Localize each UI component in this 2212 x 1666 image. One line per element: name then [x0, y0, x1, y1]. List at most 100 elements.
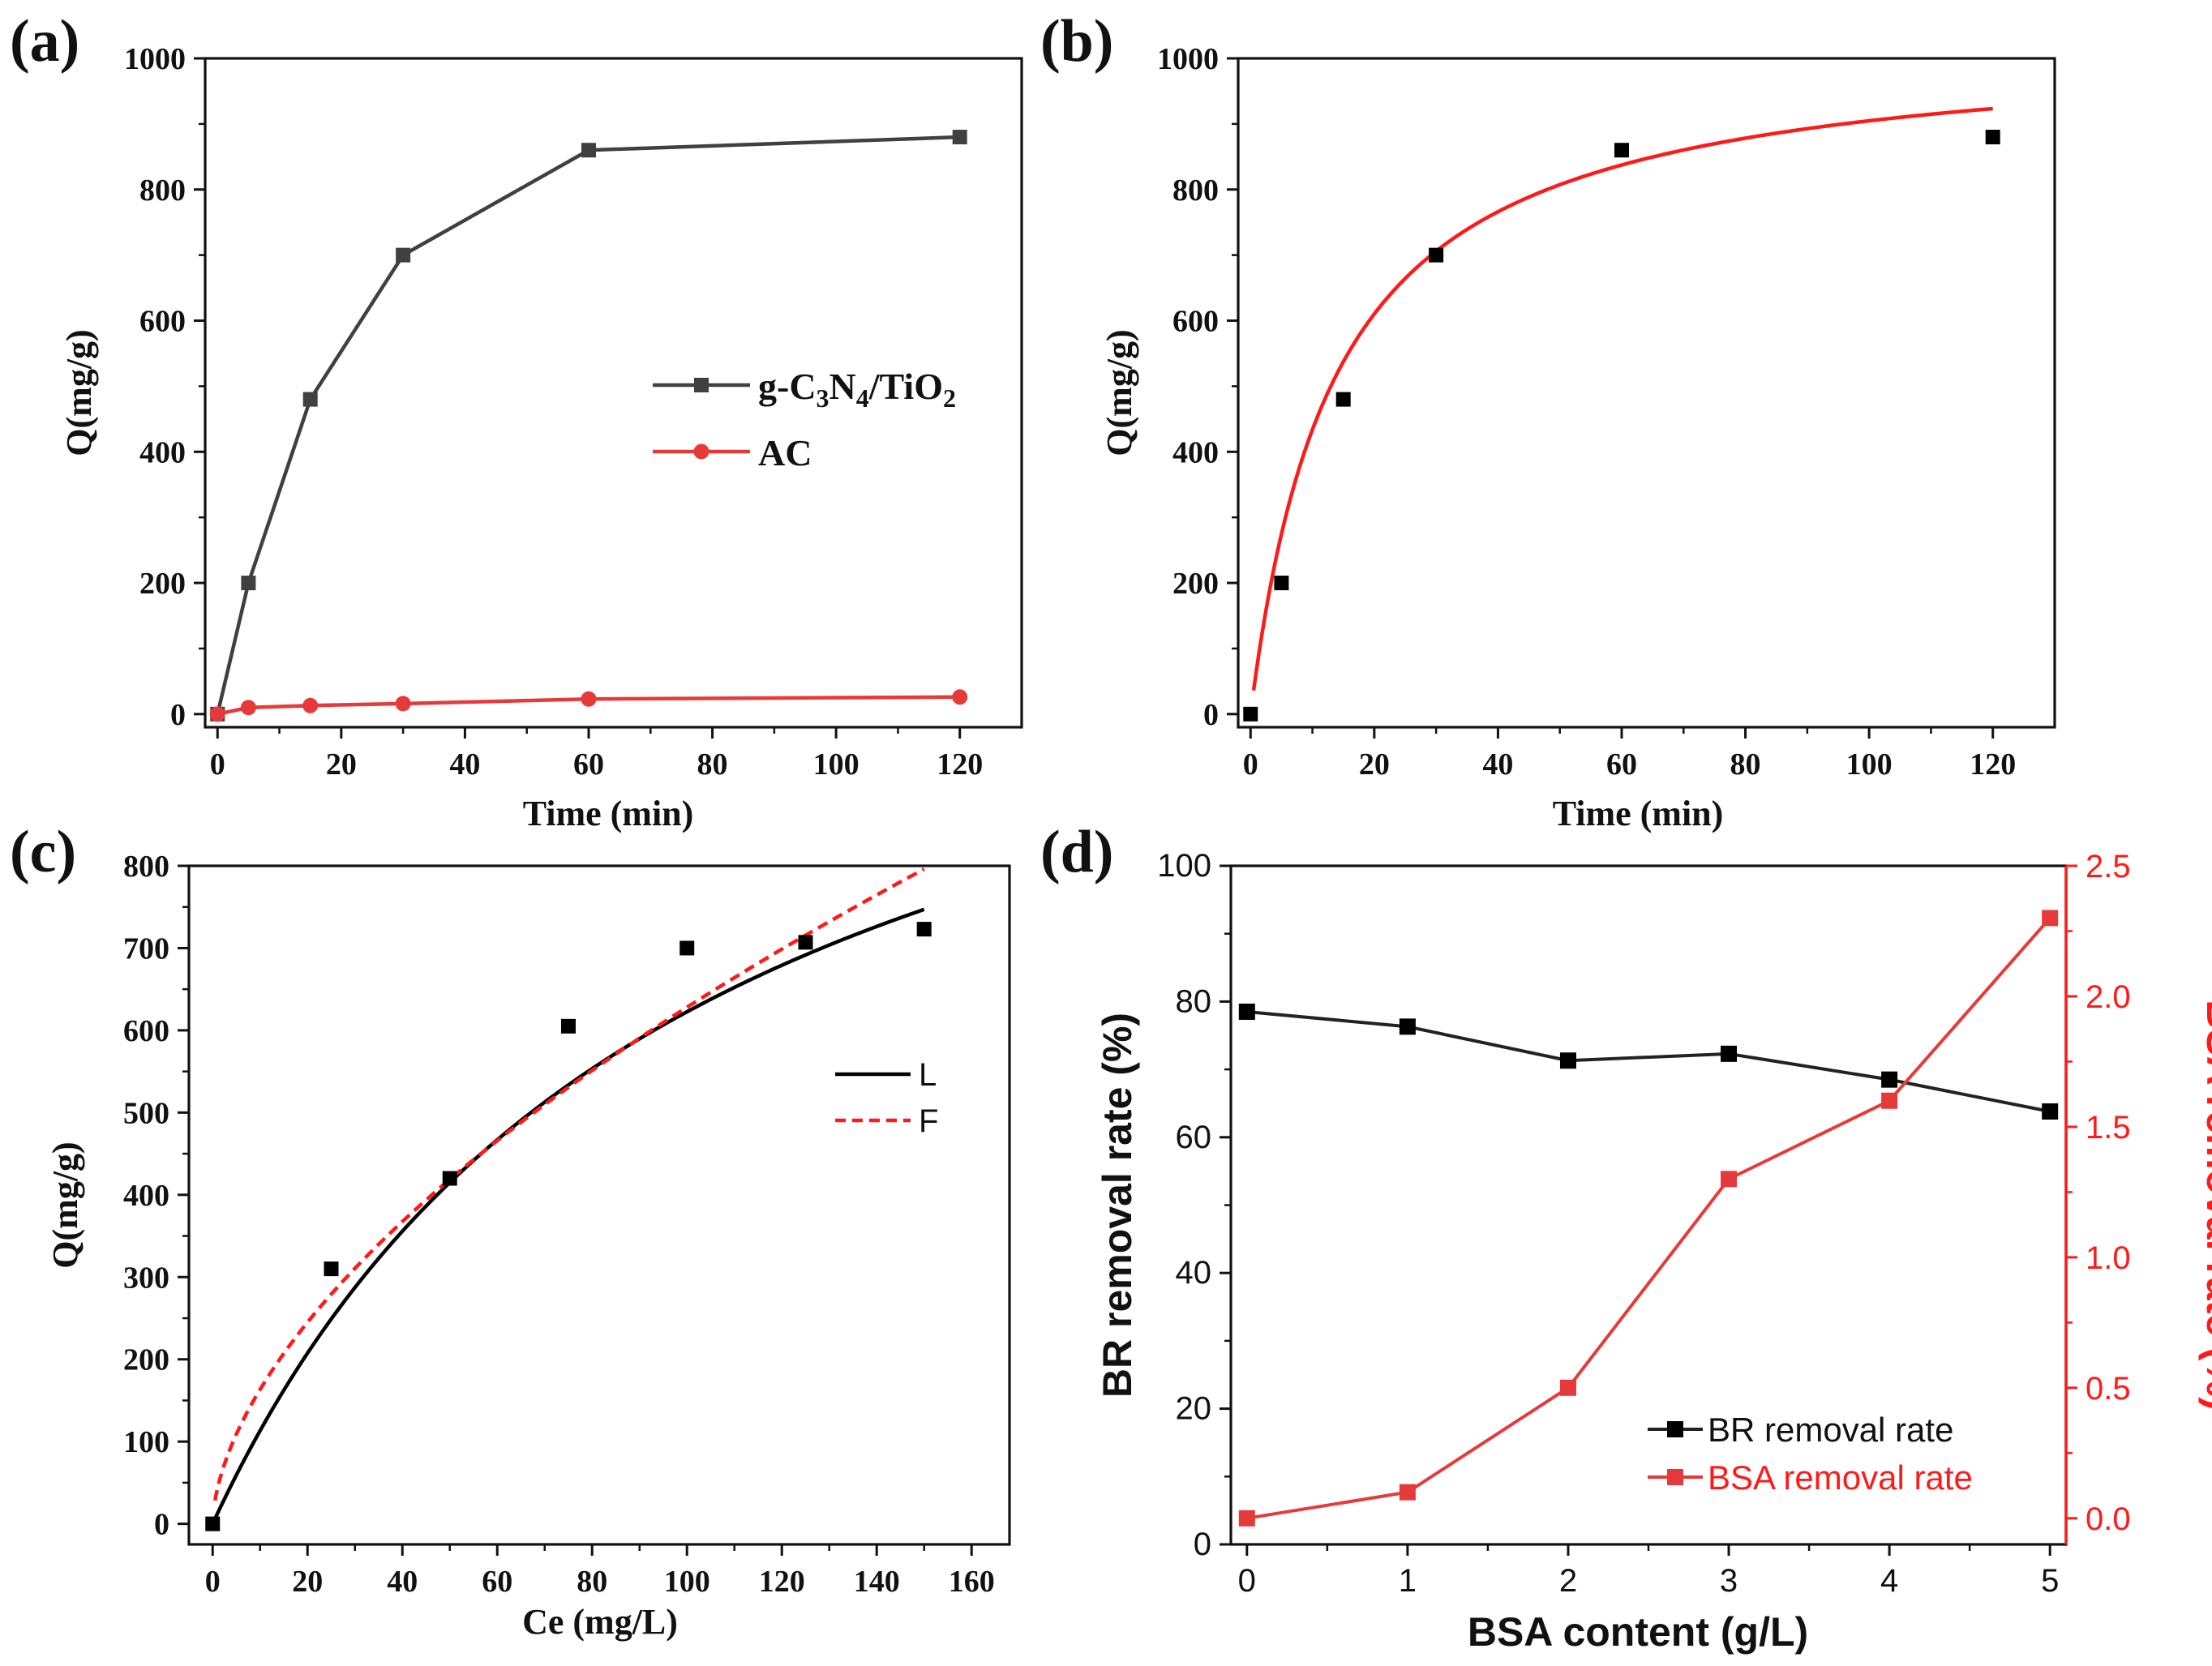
axes-b: 0 20 40 60 80 100 120 0 200 400 600 800 1000 — [1157, 42, 2056, 782]
axes-a: 0 20 40 60 80 100 120 0 200 400 600 800 1000 — [124, 42, 1023, 782]
series-line — [1246, 917, 2051, 1520]
y-right-tick-label: 1.5 — [2086, 1110, 2131, 1146]
x-tick-label: 40 — [449, 747, 480, 782]
y-tick-label: 500 — [123, 1096, 169, 1130]
data-point — [324, 1261, 339, 1277]
x-tick-label: 0 — [1238, 1563, 1256, 1599]
data-point — [581, 143, 596, 158]
series-g-c3n4-tio2 — [210, 130, 967, 722]
data-point — [1985, 130, 2000, 145]
legend-label: BR removal rate — [1708, 1411, 1953, 1449]
y-tick-label: 800 — [139, 173, 186, 208]
y-tick-label: 200 — [139, 567, 186, 601]
y-tick-label: 400 — [123, 1179, 169, 1213]
fit-langmuir — [211, 907, 925, 1525]
series-line — [1246, 1009, 2051, 1113]
data-point — [302, 697, 319, 713]
y-right-tick-label: 2.0 — [2086, 979, 2131, 1015]
y-tick-label: 400 — [139, 435, 186, 469]
fit-freundlich — [212, 867, 925, 1501]
x-tick-label: 0 — [210, 747, 225, 782]
x-tick-label: 20 — [1359, 747, 1390, 782]
y-tick-label: 800 — [1172, 173, 1219, 208]
x-axis-label: Time (min) — [523, 794, 694, 833]
x-tick-label: 120 — [937, 747, 983, 782]
plot-frame — [1237, 57, 2056, 729]
data-point — [1614, 143, 1629, 158]
x-tick-label: 0 — [205, 1565, 221, 1599]
fit-curve-group — [1251, 106, 1993, 691]
data-point — [396, 247, 411, 263]
series-br-removal — [1238, 1003, 2059, 1120]
data-point — [302, 392, 318, 407]
panel-label: (b) — [1040, 8, 1113, 75]
data-point — [581, 691, 597, 707]
data-point — [209, 706, 225, 722]
legend-label: BSA removal rate — [1708, 1458, 1973, 1497]
fit-curve — [1251, 106, 1993, 691]
x-tick-label: 60 — [1606, 747, 1637, 782]
y-tick-label: 200 — [1172, 567, 1219, 601]
x-axis-label: Ce (mg/L) — [522, 1602, 678, 1642]
legend: g-C3N4/TiO2 AC — [653, 366, 956, 473]
data-point — [442, 1171, 457, 1186]
panel-a: 0 20 40 60 80 100 120 0 200 400 600 800 1000 (a) Time … — [10, 8, 1023, 833]
series-ac — [209, 689, 968, 722]
fit-curve-l — [211, 907, 925, 1525]
axes-d: 0 1 2 3 4 5 0 20 40 60 80 100 0.0 0.5 1.0 1.5 2.0 2.5 — [1157, 848, 2130, 1599]
y-tick-label: 600 — [1172, 305, 1219, 339]
x-tick-label: 2 — [1559, 1563, 1577, 1599]
panel-b: 0 20 40 60 80 100 120 0 200 400 600 800 1000 (b) Time … — [1040, 8, 2056, 833]
x-tick-label: 100 — [664, 1565, 710, 1599]
legend-swatch-marker — [1667, 1469, 1683, 1485]
data-point — [205, 1516, 221, 1531]
data-point — [952, 130, 967, 145]
data-point — [1559, 1052, 1576, 1069]
x-tick-label: 60 — [482, 1565, 512, 1599]
legend: BR removal rate BSA removal rate — [1648, 1411, 1973, 1497]
y-tick-label: 100 — [1157, 848, 1211, 884]
panel-label: (a) — [10, 8, 79, 75]
x-tick-label: 60 — [573, 747, 604, 782]
data-point — [1238, 1003, 1255, 1020]
x-tick-label: 20 — [292, 1565, 323, 1599]
y-tick-label: 100 — [123, 1425, 169, 1459]
y-tick-label: 0 — [1194, 1527, 1211, 1562]
y-tick-label: 300 — [123, 1261, 169, 1295]
panel-c: 0 20 40 60 80 100 120 140 160 0 100 200 300 400 500 600… — [10, 819, 1011, 1642]
data-point — [1881, 1071, 1898, 1088]
y-right-axis-label: BSA removal rate (%) — [2198, 1000, 2212, 1411]
fit-curve-f — [212, 867, 925, 1501]
x-tick-label: 100 — [1846, 747, 1893, 782]
legend: LF — [835, 1057, 938, 1139]
data-point — [916, 922, 932, 937]
series-line — [216, 135, 960, 715]
plot-frame — [187, 864, 1011, 1546]
y-tick-label: 40 — [1176, 1255, 1212, 1291]
x-tick-label: 5 — [2041, 1563, 2059, 1599]
x-tick-label: 80 — [697, 747, 728, 782]
x-tick-label: 0 — [1243, 747, 1258, 782]
data-point — [2042, 910, 2059, 927]
y-right-tick-label: 2.5 — [2086, 849, 2131, 884]
x-tick-label: 160 — [949, 1565, 995, 1599]
data-point — [1274, 576, 1289, 591]
y-tick-label: 0 — [1203, 698, 1219, 732]
x-tick-label: 140 — [854, 1565, 900, 1599]
data-point — [1721, 1045, 1738, 1062]
y-tick-label: 200 — [123, 1343, 169, 1377]
data-point — [2042, 1103, 2059, 1120]
data-point — [1399, 1018, 1416, 1035]
y-tick-label: 1000 — [1157, 42, 1219, 76]
y-tick-label: 80 — [1176, 983, 1212, 1019]
data-point — [240, 700, 256, 716]
x-tick-label: 40 — [1482, 747, 1513, 782]
legend-swatch-marker — [693, 443, 709, 460]
legend-label: g-C3N4/TiO2 — [758, 366, 956, 413]
data-point — [1721, 1171, 1738, 1188]
x-tick-label: 3 — [1720, 1563, 1738, 1599]
y-tick-label: 1000 — [124, 42, 186, 76]
data-point — [679, 940, 695, 956]
data-point — [1243, 706, 1258, 722]
